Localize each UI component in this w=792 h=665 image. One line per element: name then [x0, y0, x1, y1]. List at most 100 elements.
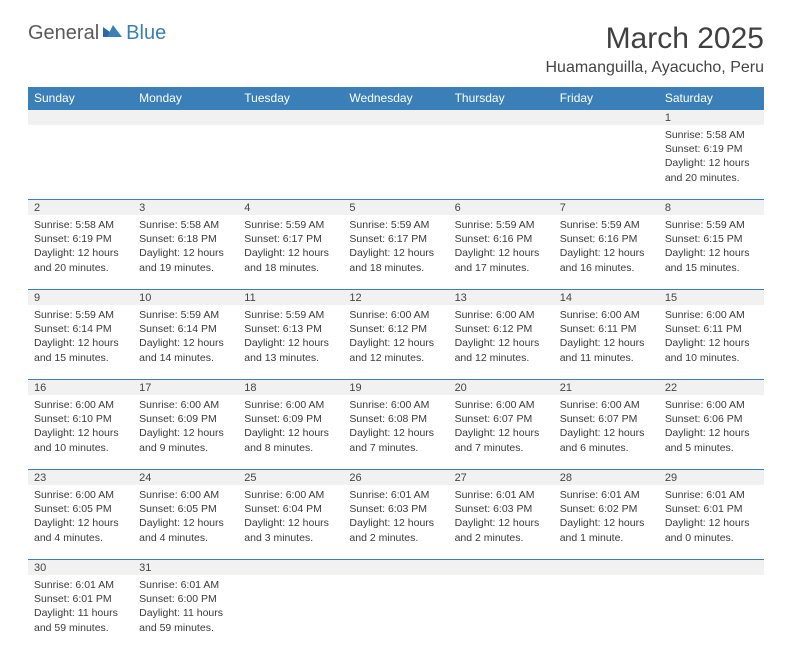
sunrise-text: Sunrise: 6:01 AM: [139, 578, 232, 592]
month-title: March 2025: [545, 22, 764, 55]
sunset-text: Sunset: 6:01 PM: [665, 502, 758, 516]
day-cell: [28, 125, 133, 199]
day-number: [554, 560, 659, 575]
logo-text-2: Blue: [126, 22, 166, 45]
sunset-text: Sunset: 6:07 PM: [560, 412, 653, 426]
sunset-text: Sunset: 6:10 PM: [34, 412, 127, 426]
daylight-text: and 2 minutes.: [349, 531, 442, 545]
sunset-text: Sunset: 6:08 PM: [349, 412, 442, 426]
daylight-text: and 18 minutes.: [349, 261, 442, 275]
sunset-text: Sunset: 6:09 PM: [244, 412, 337, 426]
daylight-text: Daylight: 12 hours: [139, 336, 232, 350]
daylight-text: Daylight: 12 hours: [244, 426, 337, 440]
day-cell: [449, 125, 554, 199]
sunrise-text: Sunrise: 6:00 AM: [244, 488, 337, 502]
day-number: 18: [238, 380, 343, 395]
logo-text-1: General: [28, 22, 99, 45]
day-content-row: Sunrise: 6:00 AMSunset: 6:05 PMDaylight:…: [28, 485, 764, 559]
week-row: 3031 Sunrise: 6:01 AMSunset: 6:01 PMDayl…: [28, 560, 764, 649]
weekday-header: Saturday: [659, 87, 764, 110]
sunrise-text: Sunrise: 5:59 AM: [139, 308, 232, 322]
day-number: 13: [449, 290, 554, 305]
weekday-header: Friday: [554, 87, 659, 110]
daylight-text: and 3 minutes.: [244, 531, 337, 545]
day-number: 19: [343, 380, 448, 395]
day-cell: Sunrise: 6:01 AMSunset: 6:02 PMDaylight:…: [554, 485, 659, 559]
day-cell: [554, 125, 659, 199]
daylight-text: Daylight: 12 hours: [34, 426, 127, 440]
daylight-text: Daylight: 12 hours: [455, 246, 548, 260]
sunrise-text: Sunrise: 5:59 AM: [455, 218, 548, 232]
sunrise-text: Sunrise: 6:00 AM: [560, 308, 653, 322]
day-number: [449, 560, 554, 575]
day-cell: Sunrise: 6:00 AMSunset: 6:04 PMDaylight:…: [238, 485, 343, 559]
daylight-text: and 59 minutes.: [139, 621, 232, 635]
day-cell: Sunrise: 6:01 AMSunset: 6:01 PMDaylight:…: [659, 485, 764, 559]
sunset-text: Sunset: 6:19 PM: [665, 142, 758, 156]
day-cell: Sunrise: 5:59 AMSunset: 6:13 PMDaylight:…: [238, 305, 343, 379]
day-cell: [343, 125, 448, 199]
day-number: [343, 110, 448, 125]
daylight-text: Daylight: 12 hours: [139, 516, 232, 530]
day-cell: Sunrise: 6:01 AMSunset: 6:03 PMDaylight:…: [343, 485, 448, 559]
day-cell: Sunrise: 6:00 AMSunset: 6:09 PMDaylight:…: [238, 395, 343, 469]
logo-icon: [103, 22, 123, 45]
sunset-text: Sunset: 6:11 PM: [560, 322, 653, 336]
day-cell: Sunrise: 6:00 AMSunset: 6:07 PMDaylight:…: [554, 395, 659, 469]
day-number: [28, 110, 133, 125]
day-number: [449, 110, 554, 125]
day-cell: Sunrise: 6:00 AMSunset: 6:07 PMDaylight:…: [449, 395, 554, 469]
day-cell: [554, 575, 659, 649]
sunset-text: Sunset: 6:16 PM: [560, 232, 653, 246]
daylight-text: Daylight: 12 hours: [455, 336, 548, 350]
daylight-text: and 13 minutes.: [244, 351, 337, 365]
sunrise-text: Sunrise: 5:59 AM: [665, 218, 758, 232]
day-number: 3: [133, 200, 238, 215]
daylight-text: and 10 minutes.: [34, 441, 127, 455]
day-number-row: 3031: [28, 560, 764, 575]
sunrise-text: Sunrise: 6:01 AM: [560, 488, 653, 502]
sunrise-text: Sunrise: 6:00 AM: [665, 308, 758, 322]
sunrise-text: Sunrise: 6:00 AM: [349, 398, 442, 412]
day-number: 6: [449, 200, 554, 215]
day-number: 23: [28, 470, 133, 485]
day-number: [554, 110, 659, 125]
daylight-text: Daylight: 12 hours: [349, 246, 442, 260]
daylight-text: and 4 minutes.: [139, 531, 232, 545]
daylight-text: Daylight: 12 hours: [665, 246, 758, 260]
daylight-text: and 1 minute.: [560, 531, 653, 545]
sunrise-text: Sunrise: 5:59 AM: [244, 308, 337, 322]
daylight-text: and 59 minutes.: [34, 621, 127, 635]
sunset-text: Sunset: 6:12 PM: [455, 322, 548, 336]
day-cell: Sunrise: 6:00 AMSunset: 6:12 PMDaylight:…: [449, 305, 554, 379]
day-cell: Sunrise: 6:00 AMSunset: 6:06 PMDaylight:…: [659, 395, 764, 469]
daylight-text: and 7 minutes.: [349, 441, 442, 455]
day-number: 22: [659, 380, 764, 395]
daylight-text: and 12 minutes.: [349, 351, 442, 365]
sunrise-text: Sunrise: 6:00 AM: [139, 488, 232, 502]
day-number: 7: [554, 200, 659, 215]
day-cell: Sunrise: 6:00 AMSunset: 6:11 PMDaylight:…: [554, 305, 659, 379]
day-cell: Sunrise: 5:58 AMSunset: 6:19 PMDaylight:…: [659, 125, 764, 199]
daylight-text: Daylight: 12 hours: [139, 426, 232, 440]
day-cell: Sunrise: 5:59 AMSunset: 6:16 PMDaylight:…: [449, 215, 554, 289]
sunrise-text: Sunrise: 5:58 AM: [139, 218, 232, 232]
sunset-text: Sunset: 6:06 PM: [665, 412, 758, 426]
daylight-text: Daylight: 12 hours: [244, 336, 337, 350]
calendar-page: General Blue March 2025 Huamanguilla, Ay…: [0, 0, 792, 665]
day-number: 10: [133, 290, 238, 305]
day-cell: Sunrise: 5:59 AMSunset: 6:15 PMDaylight:…: [659, 215, 764, 289]
sunrise-text: Sunrise: 5:58 AM: [34, 218, 127, 232]
daylight-text: Daylight: 12 hours: [665, 516, 758, 530]
day-content-row: Sunrise: 6:00 AMSunset: 6:10 PMDaylight:…: [28, 395, 764, 469]
day-cell: Sunrise: 6:00 AMSunset: 6:11 PMDaylight:…: [659, 305, 764, 379]
sunrise-text: Sunrise: 6:00 AM: [349, 308, 442, 322]
daylight-text: and 19 minutes.: [139, 261, 232, 275]
daylight-text: Daylight: 12 hours: [349, 336, 442, 350]
sunset-text: Sunset: 6:16 PM: [455, 232, 548, 246]
daylight-text: and 4 minutes.: [34, 531, 127, 545]
week-row: 9101112131415Sunrise: 5:59 AMSunset: 6:1…: [28, 290, 764, 380]
daylight-text: Daylight: 12 hours: [665, 156, 758, 170]
daylight-text: Daylight: 11 hours: [34, 606, 127, 620]
sunset-text: Sunset: 6:02 PM: [560, 502, 653, 516]
